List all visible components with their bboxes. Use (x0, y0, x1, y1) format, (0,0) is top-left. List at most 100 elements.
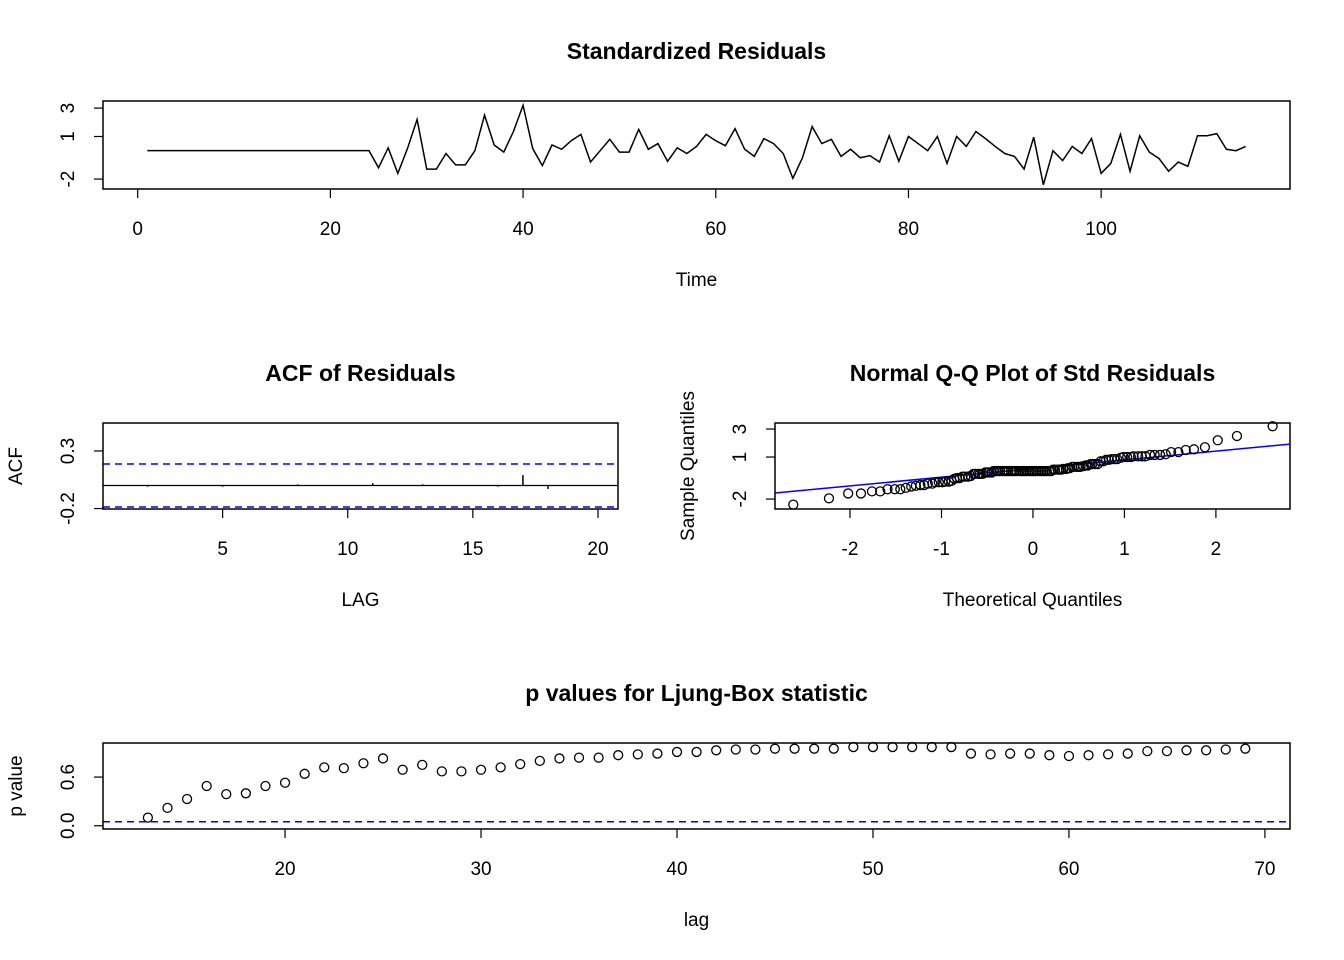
x-tick-label: 20 (274, 859, 295, 880)
point (515, 758, 526, 770)
y-tick-label: 1 (730, 452, 751, 463)
point (926, 741, 937, 753)
x-tick-label: 5 (217, 539, 228, 560)
point (1173, 446, 1184, 458)
x-axis-label: Time (676, 270, 718, 291)
x-tick-label: 2 (1211, 539, 1222, 560)
point (495, 762, 506, 773)
y-axis-label: p value (6, 755, 27, 816)
point (1144, 449, 1156, 461)
x-tick-label: 50 (862, 859, 883, 880)
point (750, 744, 761, 755)
point (1102, 749, 1114, 760)
point (769, 743, 781, 754)
point (260, 780, 271, 792)
y-tick-label: 0.0 (58, 813, 79, 839)
point (417, 759, 428, 771)
point (939, 476, 951, 487)
chart-title: ACF of Residuals (265, 360, 455, 386)
point (1165, 446, 1177, 458)
y-tick-label: 3 (730, 424, 751, 435)
point (907, 741, 918, 753)
point (823, 493, 835, 504)
y-tick-label: 0.3 (58, 438, 79, 464)
point (142, 812, 154, 823)
point (534, 755, 545, 766)
point (848, 741, 859, 753)
point (201, 780, 212, 792)
point (882, 484, 893, 495)
point (1005, 748, 1016, 759)
point (1240, 743, 1251, 754)
point (162, 802, 173, 814)
point (554, 753, 565, 764)
point (828, 743, 839, 754)
point (900, 482, 911, 494)
x-tick-label: 20 (320, 219, 341, 240)
point (889, 484, 900, 495)
point (957, 471, 968, 482)
point (319, 762, 330, 773)
point (1199, 442, 1211, 453)
x-tick-label: 40 (666, 859, 687, 880)
point (1267, 421, 1278, 432)
point (475, 764, 487, 775)
point (867, 741, 879, 753)
point (279, 777, 291, 788)
y-tick-label: -2 (730, 491, 751, 508)
point (397, 764, 408, 775)
x-tick-label: -1 (933, 539, 950, 560)
plot-area (147, 102, 1246, 185)
point (1024, 748, 1035, 759)
plot-box (102, 422, 619, 510)
point (985, 749, 996, 760)
point (1142, 745, 1153, 757)
point (965, 748, 977, 759)
x-tick-label: 20 (587, 539, 608, 560)
point (652, 748, 663, 759)
point (929, 477, 941, 488)
panel: Standardized Residuals Time 0 20 40 60 80 100 -2… (58, 38, 1291, 291)
x-tick-label: 80 (898, 219, 919, 240)
point (181, 793, 193, 805)
point (1133, 451, 1144, 462)
point (1021, 465, 1032, 477)
point (922, 478, 933, 489)
point (1149, 449, 1160, 461)
point (299, 768, 310, 779)
point (887, 741, 898, 753)
point (377, 753, 389, 764)
point (691, 746, 702, 758)
point (895, 484, 906, 495)
point (866, 486, 878, 497)
y-tick-label: -2 (58, 171, 79, 188)
point (1128, 451, 1139, 462)
point (1188, 444, 1200, 455)
plot-area (103, 463, 618, 508)
x-tick-label: 10 (337, 539, 358, 560)
point (221, 788, 232, 800)
point (1092, 458, 1104, 470)
point (946, 741, 957, 753)
point (789, 743, 800, 754)
plot-box (774, 422, 1291, 510)
y-axis-label: ACF (6, 447, 27, 485)
point (1220, 744, 1231, 755)
x-tick-label: 40 (513, 219, 534, 240)
point (730, 744, 741, 755)
point (910, 480, 922, 491)
panel: ACF of Residuals LAG ACF 5 10 15 20 -0.2 0.3 (6, 360, 619, 611)
x-tick-label: 0 (1028, 539, 1039, 560)
point (1063, 750, 1075, 762)
point (1083, 750, 1094, 761)
point (1122, 748, 1133, 759)
x-tick-label: 70 (1254, 859, 1275, 880)
point (1161, 745, 1173, 757)
x-tick-label: 15 (462, 539, 483, 560)
point (1154, 449, 1166, 461)
point (1003, 465, 1014, 477)
point (1231, 430, 1243, 442)
x-axis-label: LAG (341, 590, 379, 611)
point (1049, 464, 1061, 475)
point (915, 479, 926, 491)
